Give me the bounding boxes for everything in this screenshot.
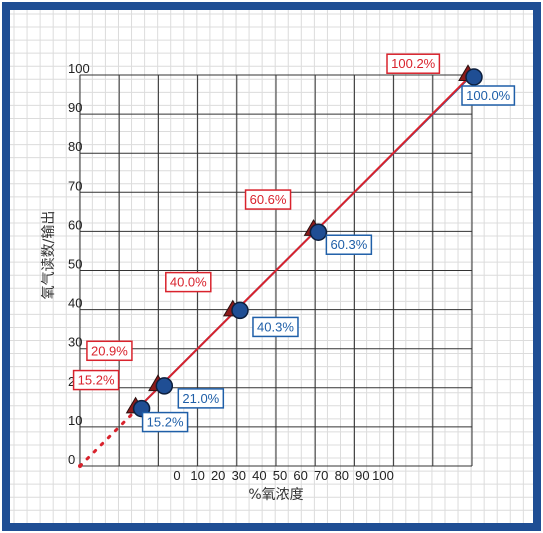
y-tick-label: 10 (68, 413, 82, 428)
y-tick-label: 90 (68, 100, 82, 115)
origin-point (78, 464, 82, 468)
x-tick-label: 0 (173, 468, 180, 483)
y-tick-label: 100 (68, 61, 90, 76)
circle-marker (155, 377, 174, 395)
red-data-label-box (165, 271, 212, 293)
y-tick-label: 60 (68, 217, 82, 232)
blue-data-label-text: 100.0% (466, 88, 511, 103)
blue-data-label: 15.2% (141, 411, 189, 433)
x-tick-label: 30 (232, 468, 246, 483)
x-tick-labels: 0 10 20 30 40 50 60 70 80 90 100 (173, 468, 393, 483)
x-tick-label: 10 (190, 468, 204, 483)
y-tick-label: 80 (68, 139, 82, 154)
fine-grid (10, 10, 533, 523)
y-tick-label: 40 (68, 296, 82, 311)
extrapolation-line (78, 405, 142, 468)
blue-data-label-text: 21.0% (182, 391, 219, 406)
red-series-line (138, 73, 473, 408)
y-axis-label: 氧气读数/输出 (40, 211, 57, 300)
circle-marker (465, 68, 483, 86)
blue-data-label-box (177, 388, 225, 409)
red-data-label: 100.2% (386, 53, 441, 74)
red-data-label: 40.0% (165, 271, 212, 293)
blue-data-label: 60.3% (325, 234, 373, 255)
x-tick-label: 20 (211, 468, 225, 483)
blue-data-label-box (325, 234, 373, 255)
x-tick-label: 40 (252, 468, 266, 483)
blue-data-label-text: 40.3% (257, 319, 294, 334)
y-tick-label: 70 (68, 178, 82, 193)
red-data-label: 20.9% (86, 340, 133, 362)
x-tick-label: 90 (355, 468, 369, 483)
blue-data-label-box (252, 316, 299, 338)
circle-marker (309, 223, 328, 241)
red-data-label-box (72, 369, 120, 391)
y-tick-label: 50 (68, 257, 82, 272)
x-tick-label: 60 (293, 468, 307, 483)
blue-data-label-box (141, 411, 189, 433)
red-data-label: 60.6% (244, 189, 292, 210)
blue-data-label: 21.0% (177, 388, 225, 409)
y-tick-label: 0 (68, 452, 75, 467)
x-tick-label: 100 (372, 468, 394, 483)
x-tick-label: 50 (273, 468, 287, 483)
red-data-label-box (86, 340, 133, 362)
red-data-label-text: 60.6% (250, 192, 287, 207)
data-markers (125, 64, 483, 418)
red-data-label: 15.2% (72, 369, 120, 391)
red-data-label-text: 20.9% (91, 343, 128, 358)
red-data-label-box (386, 53, 441, 74)
red-data-label-text: 15.2% (78, 373, 115, 388)
x-tick-label: 80 (335, 468, 349, 483)
data-labels: 15.2% 20.9% 40.0% 60.6% 100.2% 15.2% 21.0% 40.3… (72, 53, 516, 433)
y-tick-label: 30 (68, 335, 82, 350)
red-data-label-text: 40.0% (170, 275, 207, 290)
blue-data-label-box (461, 85, 516, 106)
blue-data-label: 40.3% (252, 316, 299, 338)
blue-data-label-text: 15.2% (147, 415, 184, 430)
blue-data-label: 100.0% (461, 85, 516, 106)
blue-data-label-text: 60.3% (330, 237, 367, 252)
red-data-label-box (244, 189, 292, 210)
x-axis-label: %氧浓度 (248, 487, 303, 503)
circle-marker (231, 301, 249, 320)
x-tick-label: 70 (314, 468, 328, 483)
red-data-label-text: 100.2% (391, 56, 436, 71)
